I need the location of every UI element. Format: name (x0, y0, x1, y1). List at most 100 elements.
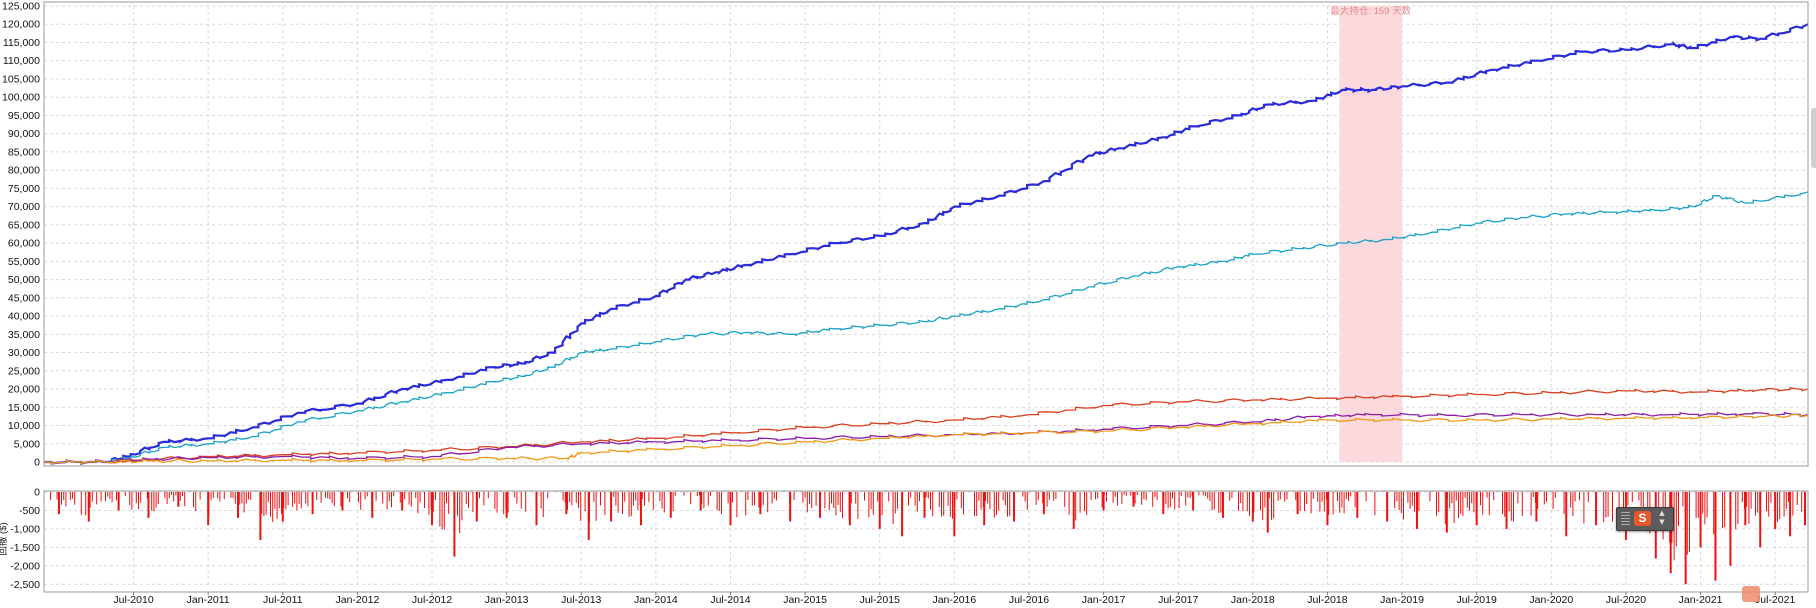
drawdown-bar-fill (399, 492, 401, 503)
drawdown-bar-fill (1788, 492, 1789, 503)
drawdown-bar-fill (516, 492, 518, 504)
drawdown-bar-fill (1101, 492, 1103, 508)
drawdown-bar-fill (217, 492, 219, 499)
drawdown-bar-fill (294, 492, 296, 504)
drawdown-bar-fill (393, 492, 395, 497)
drawdown-bar-fill (727, 492, 729, 504)
drawdown-bar-fill (941, 492, 942, 517)
drawdown-bar-fill (1095, 492, 1096, 500)
drawdown-bar-fill (1411, 492, 1413, 506)
watermark-logo (1742, 586, 1760, 602)
drawdown-bar-fill (1673, 492, 1675, 561)
drawdown-bar-fill (105, 492, 106, 502)
drawdown-bar (431, 492, 434, 526)
equity-ytick-label: 5,000 (14, 438, 40, 450)
floating-ime-toolbar[interactable]: S ▲ ▼ (1616, 507, 1674, 531)
drawdown-bar-fill (571, 492, 573, 506)
drawdown-bar-fill (1114, 492, 1116, 497)
drawdown-bar-fill (1695, 492, 1697, 518)
drawdown-bar-fill (184, 492, 186, 507)
drawdown-bar-fill (960, 492, 962, 509)
drawdown-bar (587, 492, 590, 540)
drawdown-bar-fill (1286, 492, 1288, 500)
drawdown-bar-fill (1374, 492, 1376, 516)
drawdown-bar-fill (1310, 492, 1312, 514)
equity-ytick-label: 65,000 (8, 219, 40, 231)
drawdown-bar-fill (1735, 492, 1737, 530)
drawdown-bar-fill (349, 492, 351, 503)
drawdown-bar-fill (1502, 492, 1503, 515)
drawdown-bar-fill (1079, 492, 1081, 513)
drawdown-plot-border (43, 490, 1809, 593)
drawdown-bar-fill (219, 492, 221, 502)
drawdown-bar-fill (1796, 492, 1798, 505)
x-tick-label: Jan-2014 (634, 594, 678, 606)
drawdown-bar-fill (164, 492, 166, 498)
drawdown-bar-fill (138, 492, 139, 510)
drawdown-bar-fill (248, 492, 249, 500)
drawdown-bar-fill (1444, 492, 1446, 525)
drawdown-bar-fill (494, 492, 496, 509)
drawdown-bar-fill (96, 492, 98, 505)
drawdown-bar-fill (239, 492, 241, 505)
drawdown-bar (505, 492, 508, 518)
drawdown-bar-fill (1642, 492, 1644, 512)
drawdown-bar-fill (292, 492, 293, 507)
x-tick-label: Jan-2018 (1231, 594, 1275, 606)
equity-ytick-label: 20,000 (8, 384, 40, 396)
drawdown-bar-fill (435, 492, 436, 500)
drawdown-bar-fill (1409, 492, 1411, 509)
drawdown-bar-fill (199, 492, 201, 500)
drawdown-bar-fill (1121, 492, 1123, 504)
drawdown-bar-fill (1532, 492, 1534, 498)
drawdown-ytick-label: -500 (19, 505, 40, 517)
drawdown-bar-fill (1543, 492, 1545, 505)
drawdown-bar-fill (641, 492, 643, 500)
drawdown-bar-fill (943, 492, 945, 516)
drawdown-bar-fill (210, 492, 212, 501)
drawdown-bar (371, 492, 374, 518)
drawdown-bar-fill (1777, 492, 1778, 522)
drawdown-bar-fill (140, 492, 142, 503)
drawdown-bar-fill (696, 492, 698, 497)
drawdown-bar-fill (1260, 492, 1261, 511)
drawdown-bar (1251, 492, 1254, 522)
drawdown-bar-fill (410, 492, 412, 507)
drawdown-bar-fill (947, 492, 949, 506)
chevron-down-icon[interactable]: ▲ ▼ (1659, 509, 1665, 526)
drawdown-bar-fill (1185, 492, 1187, 506)
drawdown-bar (759, 492, 762, 515)
drawdown-bar-fill (978, 492, 980, 501)
drawdown-bar-fill (701, 492, 703, 505)
drawdown-bar-fill (1607, 492, 1609, 517)
drawdown-bar-fill (630, 492, 632, 517)
drawdown-bar-fill (1279, 492, 1281, 500)
drawdown-bar-fill (1521, 492, 1523, 516)
drawdown-bar-fill (1141, 492, 1143, 505)
drawdown-bar-fill (173, 492, 175, 502)
drawdown-bar-fill (1792, 492, 1794, 516)
drawdown-bar-fill (789, 492, 791, 504)
equity-ytick-label: 55,000 (8, 256, 40, 268)
drawdown-bar-fill (1132, 492, 1134, 500)
drawdown-bar (848, 492, 851, 526)
drawdown-bar (789, 492, 792, 522)
drawdown-bar-fill (1407, 492, 1409, 503)
x-tick-label: Jan-2020 (1529, 594, 1573, 606)
drawdown-bar (475, 492, 478, 522)
drawdown-bar-fill (547, 492, 549, 499)
x-tick-label: Jul-2013 (561, 594, 601, 606)
drawdown-bar (610, 492, 613, 522)
drawdown-bar-fill (1508, 492, 1510, 512)
drawdown-bar-fill (1086, 492, 1088, 516)
drawdown-bar-fill (1202, 492, 1204, 496)
drawdown-bar-fill (327, 492, 329, 499)
drawdown-bar-fill (417, 492, 419, 514)
sogou-s-icon[interactable]: S (1634, 511, 1651, 526)
x-tick-label: Jul-2016 (1009, 594, 1049, 606)
drawdown-bar-fill (982, 492, 984, 507)
side-scroll-handle[interactable] (1811, 108, 1816, 168)
drawdown-bar-fill (633, 492, 634, 506)
drawdown-bar-fill (811, 492, 813, 508)
grip-icon[interactable] (1621, 512, 1630, 525)
